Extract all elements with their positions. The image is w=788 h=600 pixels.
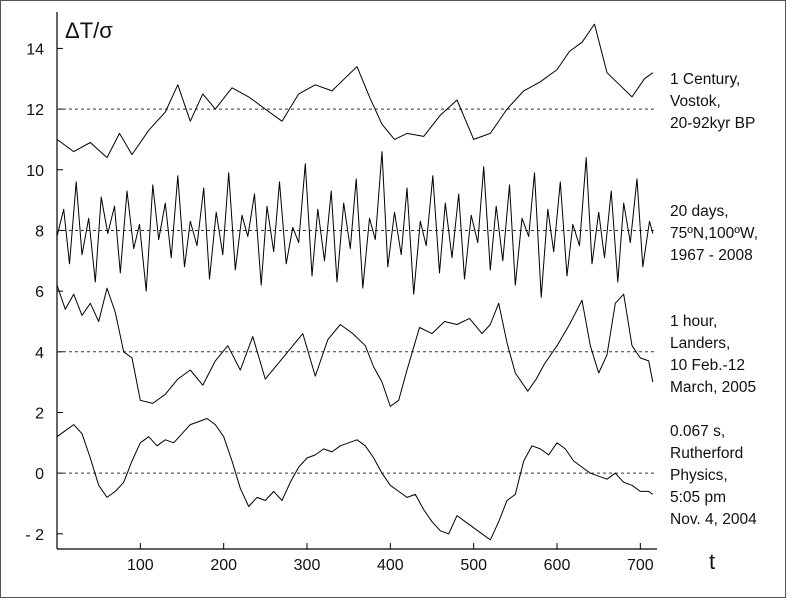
series-annotation-line: March, 2005 — [670, 379, 756, 396]
x-tick-label: 600 — [544, 557, 571, 574]
series-annotation-line: Nov. 4, 2004 — [670, 511, 757, 528]
y-tick-label: 8 — [35, 223, 44, 240]
series-annotation-line: 1967 - 2008 — [670, 247, 753, 264]
series-annotation-line: 5:05 pm — [670, 489, 726, 506]
series-annotation-line: 75ºN,100ºW, — [670, 225, 758, 242]
y-tick-label: 4 — [35, 345, 44, 362]
x-axis-label: t — [709, 549, 715, 574]
series-annotation-line: 20 days, — [670, 203, 729, 220]
series-annotation-line: 1 Century, — [670, 71, 740, 88]
reference-lines — [57, 108, 657, 474]
y-tick-label: 0 — [35, 466, 44, 483]
series-annotation-line: 1 hour, — [670, 313, 717, 330]
series-annotation-line: Physics, — [670, 467, 728, 484]
series-annotation-line: Rutherford — [670, 445, 743, 462]
series-annotation-line: 10 Feb.-12 — [670, 357, 745, 374]
series-line-2 — [56, 151, 654, 298]
x-tick-label: 400 — [377, 557, 404, 574]
y-tick-label: - 2 — [25, 527, 44, 544]
x-tick-label: 100 — [127, 557, 154, 574]
y-tick-label: 12 — [26, 102, 44, 119]
y-axis-label: ΔT/σ — [65, 18, 113, 43]
x-tick-label: 700 — [627, 557, 654, 574]
y-tick-label: 10 — [26, 163, 44, 180]
series-line-3 — [56, 284, 654, 407]
x-tick-label: 200 — [210, 557, 237, 574]
tick-labels: 100 200 300 400 500 600 700 - 2 0 2 4 6 8 10 12 14 — [25, 41, 653, 574]
series-line-1 — [56, 23, 654, 159]
y-tick-label: 14 — [26, 41, 44, 58]
series-annotation-line: Vostok, — [670, 93, 721, 110]
y-tick-label: 6 — [35, 284, 44, 301]
series-annotation-line: 0.067 s, — [670, 423, 725, 440]
series-group — [56, 23, 654, 541]
x-tick-label: 500 — [460, 557, 487, 574]
series-annotations: 1 Century, Vostok, 20-92kyr BP 20 days, 75ºN… — [670, 71, 758, 528]
x-tick-label: 300 — [294, 557, 321, 574]
series-annotation-line: 20-92kyr BP — [670, 115, 755, 132]
y-tick-label: 2 — [35, 405, 44, 422]
series-line-4 — [56, 418, 654, 541]
series-annotation-line: Landers, — [670, 335, 730, 352]
